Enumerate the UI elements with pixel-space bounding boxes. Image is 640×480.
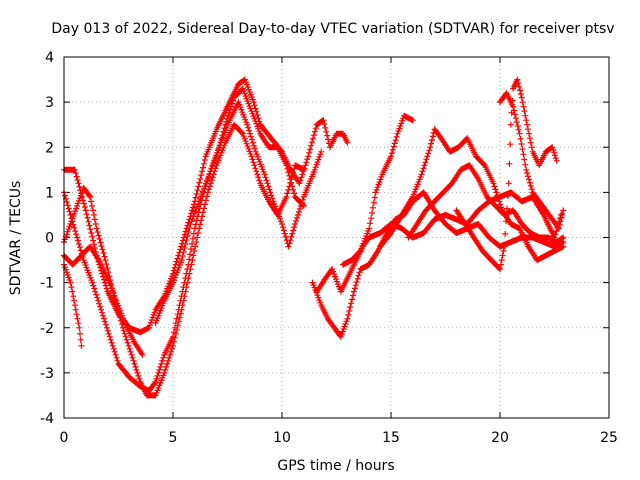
point-markers <box>497 90 567 232</box>
y-tick-label: 4 <box>45 50 54 66</box>
y-tick-label: 2 <box>45 140 54 156</box>
y-axis-label: SDTVAR / TECUs <box>8 181 24 296</box>
y-tick-label: -3 <box>40 366 54 382</box>
point-markers <box>405 162 567 245</box>
y-tick-label: -2 <box>40 321 54 337</box>
x-tick-label: 25 <box>600 430 618 446</box>
series-track-1 <box>61 76 351 336</box>
x-tick-label: 10 <box>273 430 291 446</box>
x-tick-label: 15 <box>382 430 400 446</box>
plot-frame <box>63 56 610 419</box>
x-tick-label: 5 <box>169 430 178 446</box>
y-tick-label: 3 <box>45 95 54 111</box>
y-tick-label: -4 <box>40 411 54 427</box>
point-markers <box>453 76 560 273</box>
x-tick-label: 0 <box>60 430 69 446</box>
point-markers <box>340 112 416 268</box>
series-track-12 <box>453 76 560 273</box>
series-track-9 <box>340 112 416 268</box>
chart-title: Day 013 of 2022, Sidereal Day-to-day VTE… <box>51 21 614 37</box>
point-markers <box>61 76 351 336</box>
x-tick-label: 20 <box>491 430 509 446</box>
y-tick-label: 0 <box>45 231 54 247</box>
series-track-11 <box>405 162 567 245</box>
point-markers <box>61 261 85 349</box>
y-tick-label: 1 <box>45 185 54 201</box>
y-tick-label: -1 <box>40 276 54 292</box>
x-axis-label: GPS time / hours <box>277 458 394 474</box>
series-track-13 <box>497 90 567 232</box>
series-track-10 <box>377 126 567 264</box>
series-track-3 <box>61 261 85 349</box>
series-track-5 <box>152 85 307 327</box>
point-markers <box>152 85 307 327</box>
point-markers <box>377 126 567 264</box>
